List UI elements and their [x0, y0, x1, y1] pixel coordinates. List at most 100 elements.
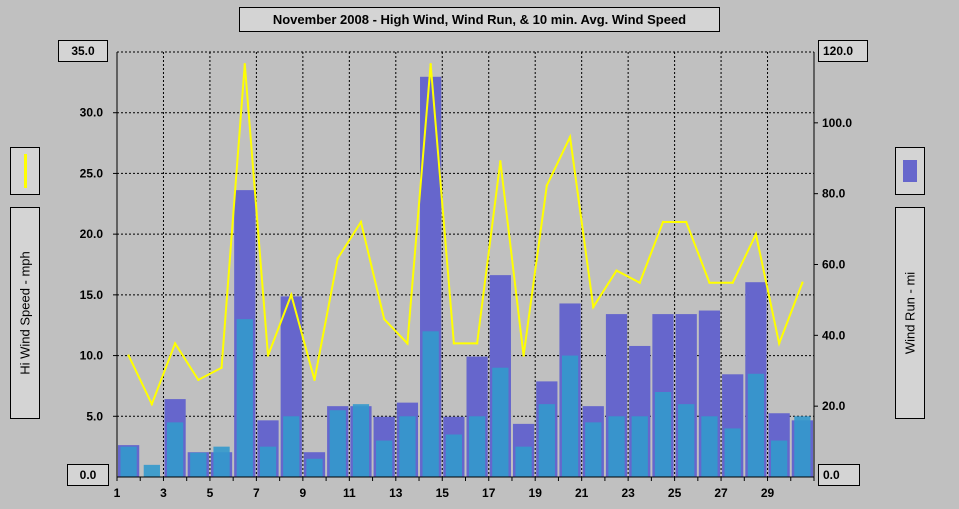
- left-axis-top-value: 35.0: [58, 40, 108, 62]
- chart-title: November 2008 - High Wind, Wind Run, & 1…: [239, 7, 720, 32]
- high-wind-point: [127, 354, 130, 357]
- avg-wind-bar: [236, 319, 253, 477]
- right-tick-label: 20.0: [822, 399, 846, 413]
- x-tick-label: 13: [389, 486, 403, 500]
- plot-area: [117, 52, 814, 477]
- high-wind-point: [220, 366, 223, 369]
- x-tick-label: 19: [529, 486, 543, 500]
- x-tick-label: 5: [207, 486, 214, 500]
- high-wind-point: [290, 293, 293, 297]
- avg-wind-bar: [399, 416, 416, 477]
- x-tick-label: 27: [714, 486, 728, 500]
- avg-wind-bar: [608, 416, 625, 477]
- avg-wind-bar: [794, 416, 811, 477]
- avg-wind-bar: [190, 452, 207, 477]
- avg-wind-bar: [654, 392, 672, 477]
- wind-run-legend-swatch: [903, 160, 917, 182]
- avg-wind-bar: [306, 458, 323, 477]
- x-tick-label: 9: [300, 486, 307, 500]
- high-wind-point: [150, 402, 154, 406]
- high-wind-point: [429, 62, 432, 66]
- high-wind-point: [708, 281, 711, 284]
- avg-wind-bar: [120, 446, 137, 477]
- left-axis-label: Hi Wind Speed - mph: [10, 207, 40, 419]
- avg-wind-bar: [283, 416, 300, 477]
- high-wind-line: [127, 64, 804, 407]
- high-wind-point: [197, 378, 200, 382]
- left-tick-label: 30.0: [80, 106, 104, 120]
- high-wind-point: [475, 342, 479, 345]
- avg-wind-bar: [631, 416, 648, 477]
- high-wind-point: [545, 184, 549, 187]
- high-wind-point: [754, 232, 758, 236]
- x-tick-label: 17: [482, 486, 496, 500]
- avg-wind-bar: [352, 404, 370, 477]
- avg-wind-bar: [771, 440, 788, 477]
- avg-wind-bar: [678, 404, 695, 477]
- left-tick-label: 10.0: [80, 349, 104, 363]
- x-tick-label: 21: [575, 486, 589, 500]
- avg-wind-bar: [259, 446, 277, 477]
- wind-run-legend: [895, 147, 925, 195]
- avg-wind-bar: [329, 410, 346, 477]
- left-tick-label: 15.0: [80, 288, 104, 302]
- x-tick-label: 3: [160, 486, 167, 500]
- high-wind-point: [406, 342, 409, 345]
- x-tick-label: 29: [761, 486, 775, 500]
- right-axis-bottom-value: 0.0: [818, 464, 860, 486]
- avg-wind-bar: [468, 416, 486, 477]
- high-wind-point: [777, 342, 781, 345]
- right-axis-label: Wind Run - mi: [895, 207, 925, 419]
- avg-wind-bar: [213, 446, 230, 477]
- high-wind-point: [522, 354, 525, 357]
- high-wind-point: [499, 160, 502, 163]
- high-wind-point: [243, 62, 246, 66]
- right-tick-label: 60.0: [822, 258, 846, 272]
- avg-wind-bar: [747, 373, 765, 477]
- avg-wind-bar: [585, 422, 602, 477]
- high-wind-point: [568, 135, 572, 139]
- avg-wind-bar: [376, 440, 393, 477]
- avg-wind-bar: [538, 404, 555, 477]
- avg-wind-bar: [422, 331, 439, 477]
- x-tick-label: 15: [436, 486, 450, 500]
- high-wind-point: [452, 342, 456, 345]
- x-tick-label: 25: [668, 486, 682, 500]
- high-wind-point: [685, 220, 688, 224]
- avg-wind-bar: [515, 446, 532, 477]
- high-wind-point: [638, 281, 641, 284]
- high-wind-point: [661, 220, 665, 224]
- high-wind-point: [173, 342, 177, 345]
- high-wind-point: [615, 269, 618, 272]
- right-tick-label: 40.0: [822, 328, 846, 342]
- high-wind-point: [592, 305, 595, 309]
- left-tick-label: 25.0: [80, 166, 104, 180]
- x-tick-label: 1: [114, 486, 121, 500]
- left-tick-label: 5.0: [86, 409, 103, 423]
- right-tick-label: 80.0: [822, 187, 846, 201]
- avg-wind-bar: [166, 422, 184, 477]
- x-tick-label: 11: [343, 486, 356, 500]
- high-wind-legend: [10, 147, 40, 195]
- avg-wind-bar: [724, 428, 741, 477]
- left-axis-bottom-value: 0.0: [67, 464, 109, 486]
- right-axis-top-value: 120.0: [818, 40, 868, 62]
- avg-wind-bar: [445, 434, 463, 477]
- left-tick-label: 20.0: [80, 227, 104, 241]
- avg-wind-bar: [701, 416, 718, 477]
- high-wind-point: [731, 281, 734, 284]
- high-wind-point: [801, 281, 804, 284]
- right-tick-label: 100.0: [822, 116, 852, 130]
- high-wind-point: [359, 220, 363, 224]
- high-wind-point: [382, 317, 386, 321]
- avg-wind-bar: [492, 367, 509, 477]
- high-wind-legend-swatch: [24, 154, 27, 188]
- avg-wind-bar: [143, 464, 160, 477]
- high-wind-point: [313, 378, 316, 382]
- high-wind-point: [266, 354, 270, 357]
- x-tick-label: 23: [621, 486, 635, 500]
- high-wind-point: [336, 257, 339, 260]
- avg-wind-bar: [561, 355, 579, 477]
- x-tick-label: 7: [253, 486, 260, 500]
